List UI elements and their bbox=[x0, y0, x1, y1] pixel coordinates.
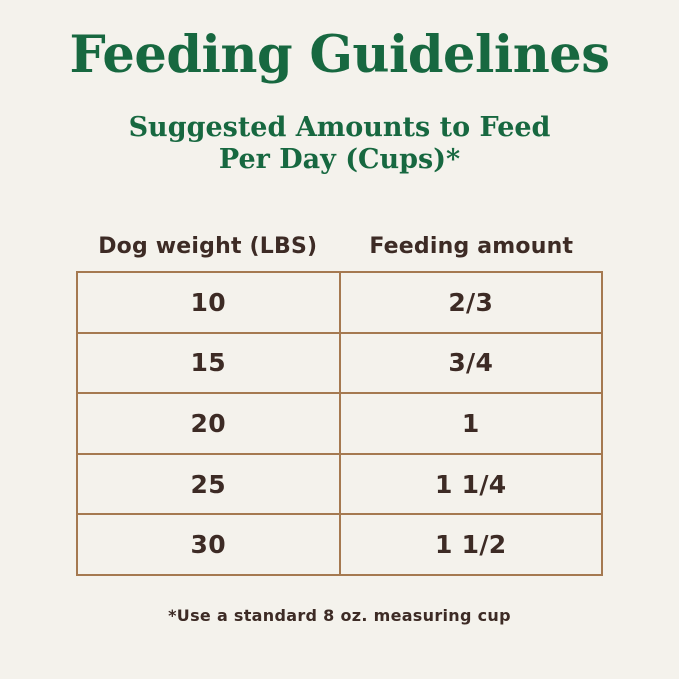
column-header-dog-weight: Dog weight (LBS) bbox=[98, 234, 318, 259]
cell-amount: 1 bbox=[338, 392, 603, 455]
cell-amount: 1 1/2 bbox=[338, 513, 603, 576]
table-row: 15 3/4 bbox=[76, 331, 603, 395]
cell-weight: 25 bbox=[76, 452, 341, 516]
table-row: 25 1 1/4 bbox=[76, 452, 603, 516]
table-row: 30 1 1/2 bbox=[76, 513, 603, 576]
page-title: Feeding Guidelines bbox=[69, 25, 610, 85]
cell-amount: 2/3 bbox=[338, 271, 603, 334]
subtitle-line-2: Per Day (Cups)* bbox=[218, 144, 461, 176]
table-column-headers: Dog weight (LBS) Feeding amount bbox=[76, 234, 603, 259]
table-row: 10 2/3 bbox=[76, 271, 603, 334]
cell-weight: 30 bbox=[76, 513, 341, 576]
feeding-table: 10 2/3 15 3/4 20 1 25 1 1/4 30 1 1/2 bbox=[76, 271, 603, 576]
subtitle-line-1: Suggested Amounts to Feed bbox=[128, 112, 551, 143]
cell-amount: 3/4 bbox=[338, 331, 603, 395]
cell-amount: 1 1/4 bbox=[338, 452, 603, 516]
measuring-cup-footnote: *Use a standard 8 oz. measuring cup bbox=[168, 606, 511, 625]
cell-weight: 20 bbox=[76, 392, 341, 455]
cell-weight: 15 bbox=[76, 331, 341, 395]
column-header-feeding-amount: Feeding amount bbox=[369, 234, 574, 259]
table-row: 20 1 bbox=[76, 392, 603, 455]
page-subtitle: Suggested Amounts to Feed Per Day (Cups)… bbox=[0, 112, 679, 177]
cell-weight: 10 bbox=[76, 271, 341, 334]
